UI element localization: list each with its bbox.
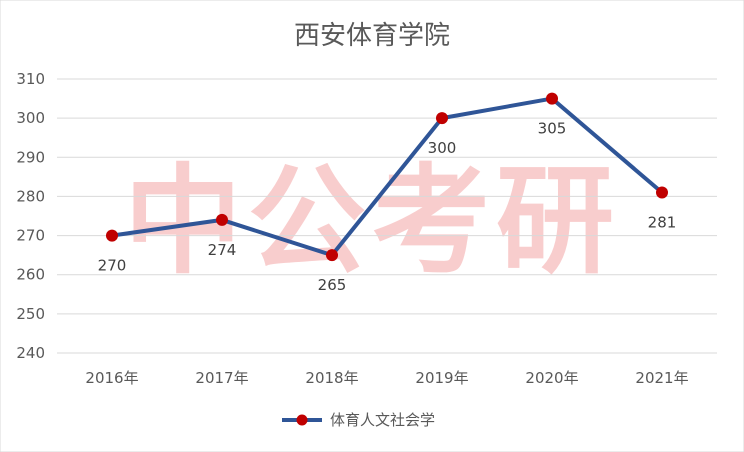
y-tick-label: 270 xyxy=(16,227,45,245)
legend-label: 体育人文社会学 xyxy=(330,411,435,429)
legend: 体育人文社会学 xyxy=(282,411,435,429)
watermark: 中公考研 xyxy=(124,152,620,290)
gridlines xyxy=(57,78,717,354)
legend-marker-swatch xyxy=(296,414,308,426)
data-point xyxy=(106,229,118,242)
x-tick-label: 2019年 xyxy=(415,369,468,387)
data-label: 274 xyxy=(208,241,237,259)
data-point xyxy=(326,249,338,262)
data-point xyxy=(546,92,558,105)
x-tick-label: 2021年 xyxy=(635,369,688,387)
x-tick-label: 2020年 xyxy=(525,369,578,387)
data-label: 300 xyxy=(428,139,457,157)
data-point xyxy=(216,213,228,226)
y-tick-label: 300 xyxy=(16,109,45,127)
y-tick-label: 310 xyxy=(16,70,45,88)
data-labels: 270 274 265 300 305 281 xyxy=(98,120,677,295)
y-tick-label: 240 xyxy=(16,344,45,362)
watermark-text: 中公考研 xyxy=(124,152,620,290)
data-label: 281 xyxy=(648,214,677,232)
data-point xyxy=(436,112,448,125)
data-label: 265 xyxy=(318,276,347,294)
x-tick-label: 2017年 xyxy=(195,369,248,387)
x-tick-label: 2018年 xyxy=(305,369,358,387)
x-tick-label: 2016年 xyxy=(85,369,138,387)
y-axis-ticks: 240 250 260 270 280 290 300 310 xyxy=(16,70,45,362)
data-point xyxy=(656,186,668,199)
data-label: 270 xyxy=(98,257,127,275)
y-tick-label: 290 xyxy=(16,148,45,166)
x-axis-ticks: 2016年 2017年 2018年 2019年 2020年 2021年 xyxy=(85,369,688,387)
y-tick-label: 280 xyxy=(16,187,45,205)
series-line xyxy=(110,96,664,258)
data-label: 305 xyxy=(538,120,567,138)
y-tick-label: 260 xyxy=(16,266,45,284)
y-tick-label: 250 xyxy=(16,305,45,323)
series-layer xyxy=(106,92,668,262)
chart-title: 西安体育学院 xyxy=(294,21,450,51)
